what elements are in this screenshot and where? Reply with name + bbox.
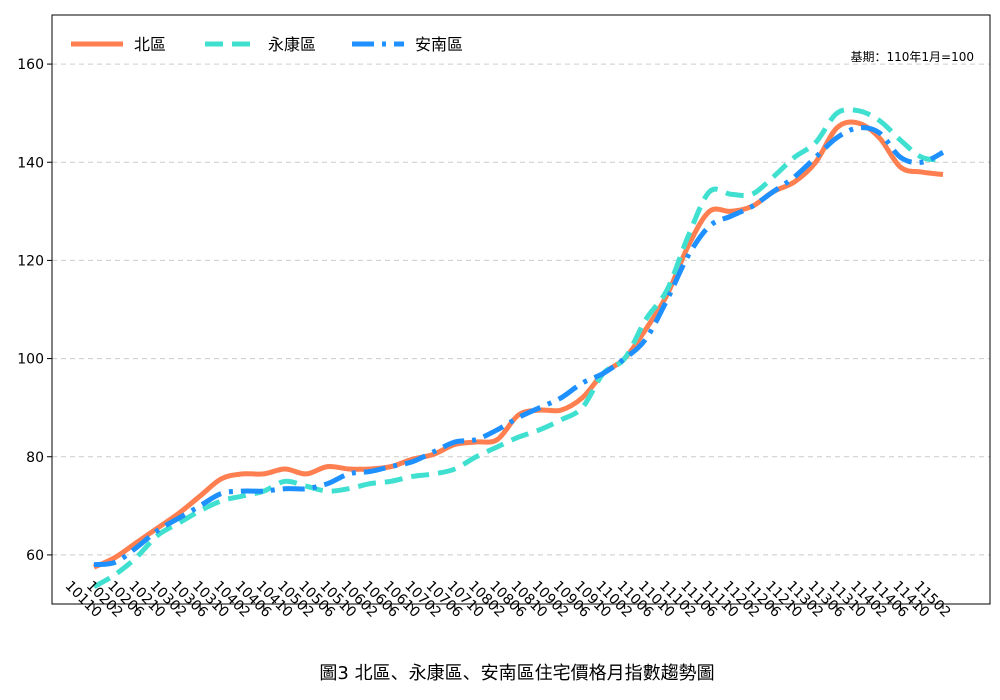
plot-frame	[51, 14, 991, 605]
y-axis: 60 80 100 120 140 160	[17, 57, 52, 564]
legend: 北區 永康區 安南區	[71, 35, 463, 54]
legend-label: 永康區	[268, 35, 316, 54]
series-line-3	[93, 125, 945, 568]
y-tick-label: 160	[17, 57, 44, 73]
figure-caption: 圖3 北區、永康區、安南區住宅價格月指數趨勢圖	[319, 663, 714, 684]
series-line-1	[92, 119, 944, 570]
series-lines	[92, 106, 945, 589]
y-tick-label: 100	[17, 352, 44, 368]
x-axis: 1011010202102061021010302103061031010402…	[62, 578, 954, 621]
grid-lines	[52, 63, 990, 556]
y-tick-label: 60	[26, 548, 44, 564]
legend-label: 安南區	[415, 35, 463, 54]
y-tick-label: 120	[17, 253, 44, 269]
legend-label: 北區	[134, 35, 166, 54]
base-period-note: 基期：110年1月=100	[851, 50, 975, 64]
series-line-2	[92, 106, 944, 589]
y-tick-label: 80	[26, 450, 44, 466]
y-tick-label: 140	[17, 155, 44, 171]
